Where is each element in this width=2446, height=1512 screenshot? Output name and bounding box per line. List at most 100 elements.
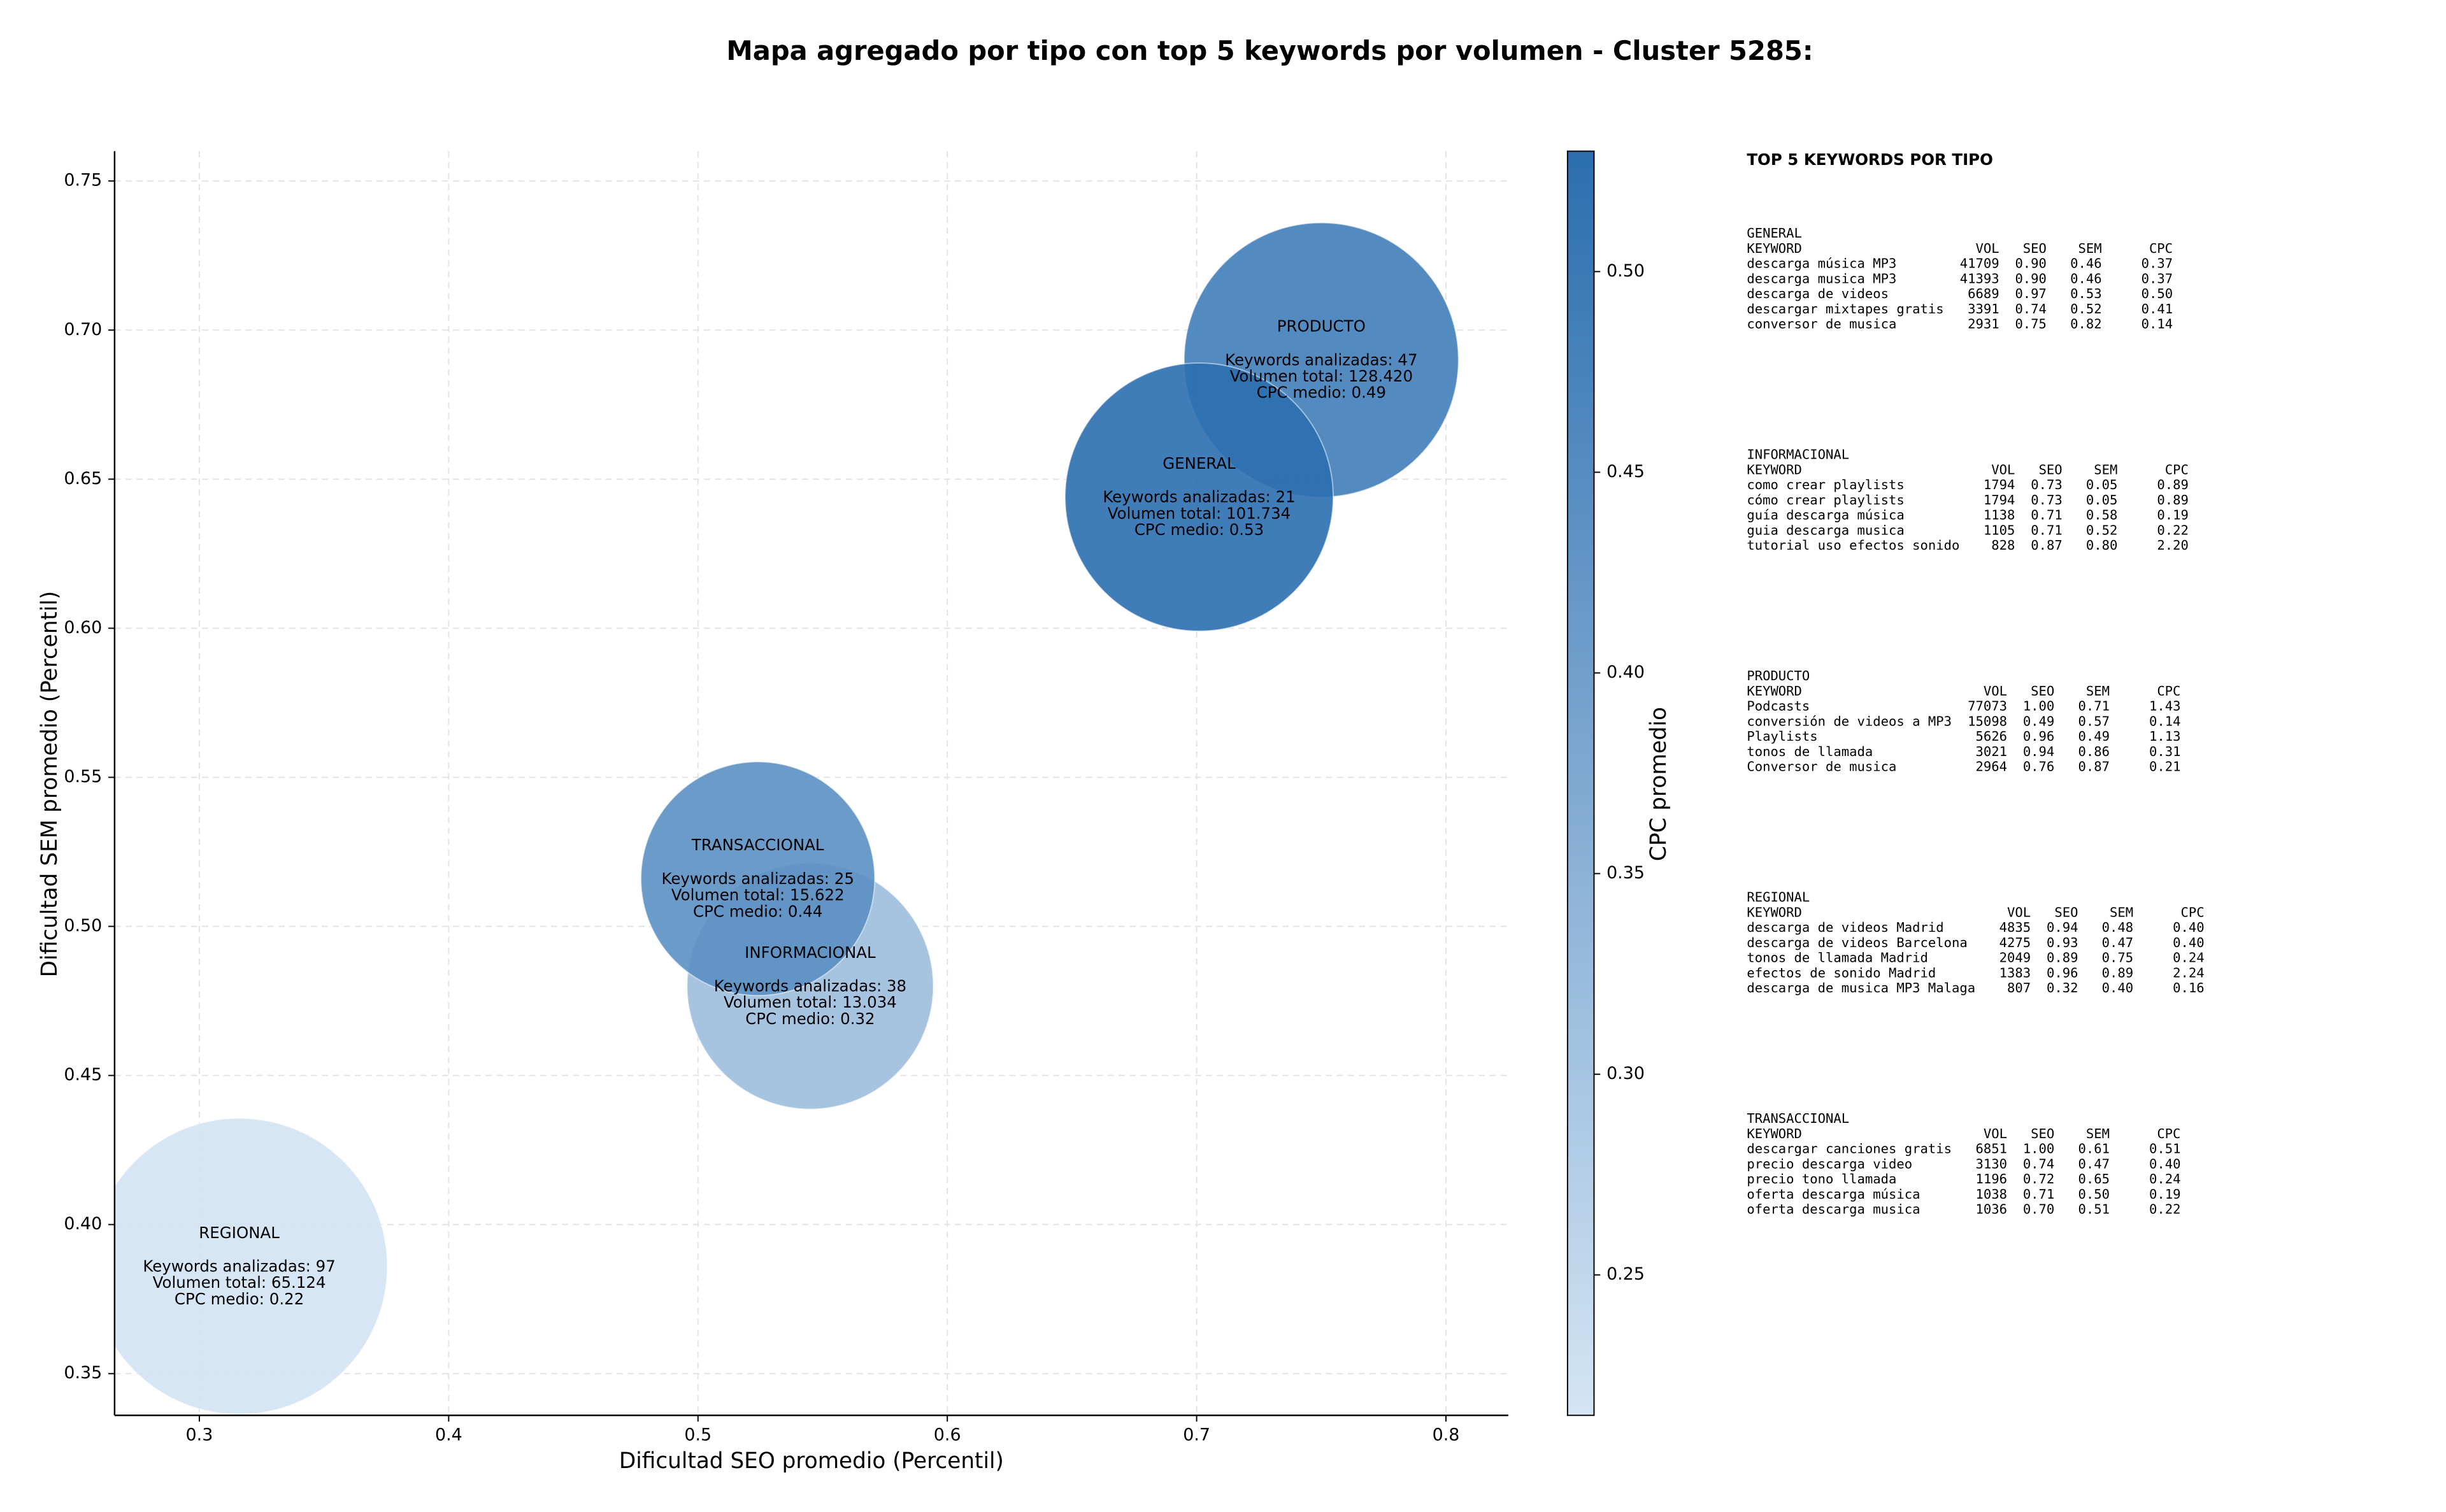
y-tick-label: 0.50 [64,916,102,936]
table-cell: 0.71 [2031,522,2062,538]
table-cell: 807 [2007,980,2031,995]
table-cell: 0.73 [2031,477,2062,492]
table-cell: guía descarga música [1747,508,1904,523]
table-cell: 3391 [1968,301,1999,317]
table-cell: 0.74 [2023,1156,2054,1171]
table-cell: efectos de sonido Madrid [1747,965,1936,980]
colorbar-tick-label: 0.50 [1606,261,1645,281]
table-cell: 0.90 [2015,271,2046,286]
table-cell: 0.40 [2149,1156,2180,1171]
table-cell: 1794 [1984,492,2015,508]
table-cell: 0.71 [2023,1187,2054,1202]
table-header: KEYWORD [1747,683,1802,699]
table-cell: 0.97 [2015,286,2046,301]
y-tick-label: 0.70 [64,320,102,339]
bubble-name: TRANSACCIONAL [691,836,824,854]
table-cell: descarga de musica MP3 Malaga [1747,980,1975,995]
table-cell: 0.53 [2070,286,2101,301]
table-cell: 0.50 [2078,1187,2110,1202]
table-cell: 0.48 [2102,920,2133,935]
table-header: SEO [2023,241,2047,256]
table-cell: cómo crear playlists [1747,492,1904,508]
table-cell: 6689 [1968,286,1999,301]
table-header: KEYWORD [1747,1126,1802,1141]
bubble-label: Keywords analizadas: 47 [1225,350,1417,369]
table-cell: 0.72 [2023,1171,2054,1187]
table-cell: 0.89 [2157,477,2188,492]
bubble-label: Volumen total: 13.034 [724,993,897,1011]
colorbar-tick-label: 0.30 [1606,1064,1645,1083]
table-cell: 0.14 [2149,713,2180,729]
table-name: GENERAL [1747,225,1802,241]
table-cell: oferta descarga música [1747,1187,1920,1202]
bubble-label: Keywords analizadas: 38 [714,976,906,995]
y-axis-label: Dificultad SEM promedio (Percentil) [37,591,62,978]
table-name: PRODUCTO [1747,668,1810,683]
bubble-label: Volumen total: 101.734 [1108,504,1291,522]
table-cell: 3021 [1976,744,2007,759]
table-header: SEM [2110,904,2133,920]
table-cell: 0.61 [2078,1141,2110,1157]
table-header: KEYWORD [1747,241,1802,256]
table-cell: 0.51 [2149,1141,2180,1157]
table-cell: Podcasts [1747,699,1810,714]
table-cell: 0.70 [2023,1202,2054,1217]
table-cell: 3130 [1976,1156,2007,1171]
table-cell: 0.90 [2015,256,2046,271]
table-cell: 828 [1991,538,2015,553]
table-name: TRANSACCIONAL [1747,1111,1849,1126]
y-tick-label: 0.45 [64,1065,102,1085]
table-cell: Playlists [1747,729,1817,744]
bubble [114,1117,389,1415]
bubble-name: PRODUCTO [1277,317,1366,336]
table-header: CPC [2157,683,2180,699]
table-cell: 0.71 [2031,508,2062,523]
table-cell: 2.20 [2157,538,2188,553]
x-tick-label: 0.8 [1433,1425,1460,1445]
table-header: CPC [2180,904,2204,920]
bubble-label: CPC medio: 0.32 [745,1009,875,1028]
table-cell: 0.65 [2078,1171,2110,1187]
table-cell: 0.46 [2070,256,2101,271]
x-tick-label: 0.6 [934,1425,961,1445]
table-cell: 0.49 [2078,729,2110,744]
table-cell: 0.24 [2173,950,2204,966]
table-cell: descarga música MP3 [1747,256,1896,271]
table-cell: 0.76 [2023,759,2054,774]
table-header: CPC [2157,1126,2180,1141]
table-cell: 0.57 [2078,713,2110,729]
bubble-name: GENERAL [1162,454,1236,473]
table-header: SEM [2086,1126,2110,1141]
table-cell: descargar mixtapes gratis [1747,301,1943,317]
table-header: KEYWORD [1747,462,1802,477]
table-cell: 0.19 [2149,1187,2180,1202]
colorbar-label: CPC promedio [1646,707,1671,861]
bubble-label: Keywords analizadas: 97 [143,1257,335,1275]
table-cell: tonos de llamada [1747,744,1873,759]
table-header: SEO [2031,1126,2054,1141]
table-cell: 77073 [1968,699,2007,714]
table-cell: 15098 [1968,713,2007,729]
x-tick-label: 0.7 [1183,1425,1210,1445]
table-cell: precio tono llamada [1747,1171,1896,1187]
table-cell: 0.14 [2142,317,2173,332]
table-cell: 0.05 [2086,492,2117,508]
colorbar-tick-label: 0.35 [1606,863,1645,883]
bubble-label: Volumen total: 15.622 [671,886,845,904]
table-cell: 0.89 [2047,950,2078,966]
table-cell: 0.82 [2070,317,2101,332]
y-tick-label: 0.75 [64,171,102,190]
table-cell: 4275 [1999,935,2031,950]
table-cell: 0.05 [2086,477,2117,492]
table-cell: conversión de videos a MP3 [1747,713,1952,729]
table-header: CPC [2149,241,2173,256]
bubble-name: REGIONAL [199,1223,280,1242]
table-header: SEM [2094,462,2117,477]
table-cell: tonos de llamada Madrid [1747,950,1928,966]
table-cell: 0.58 [2086,508,2117,523]
bubble-label: Volumen total: 128.420 [1230,367,1413,385]
table-cell: 0.89 [2102,965,2133,980]
table-cell: 2964 [1976,759,2007,774]
table-cell: 0.94 [2047,920,2078,935]
x-tick-label: 0.5 [684,1425,712,1445]
